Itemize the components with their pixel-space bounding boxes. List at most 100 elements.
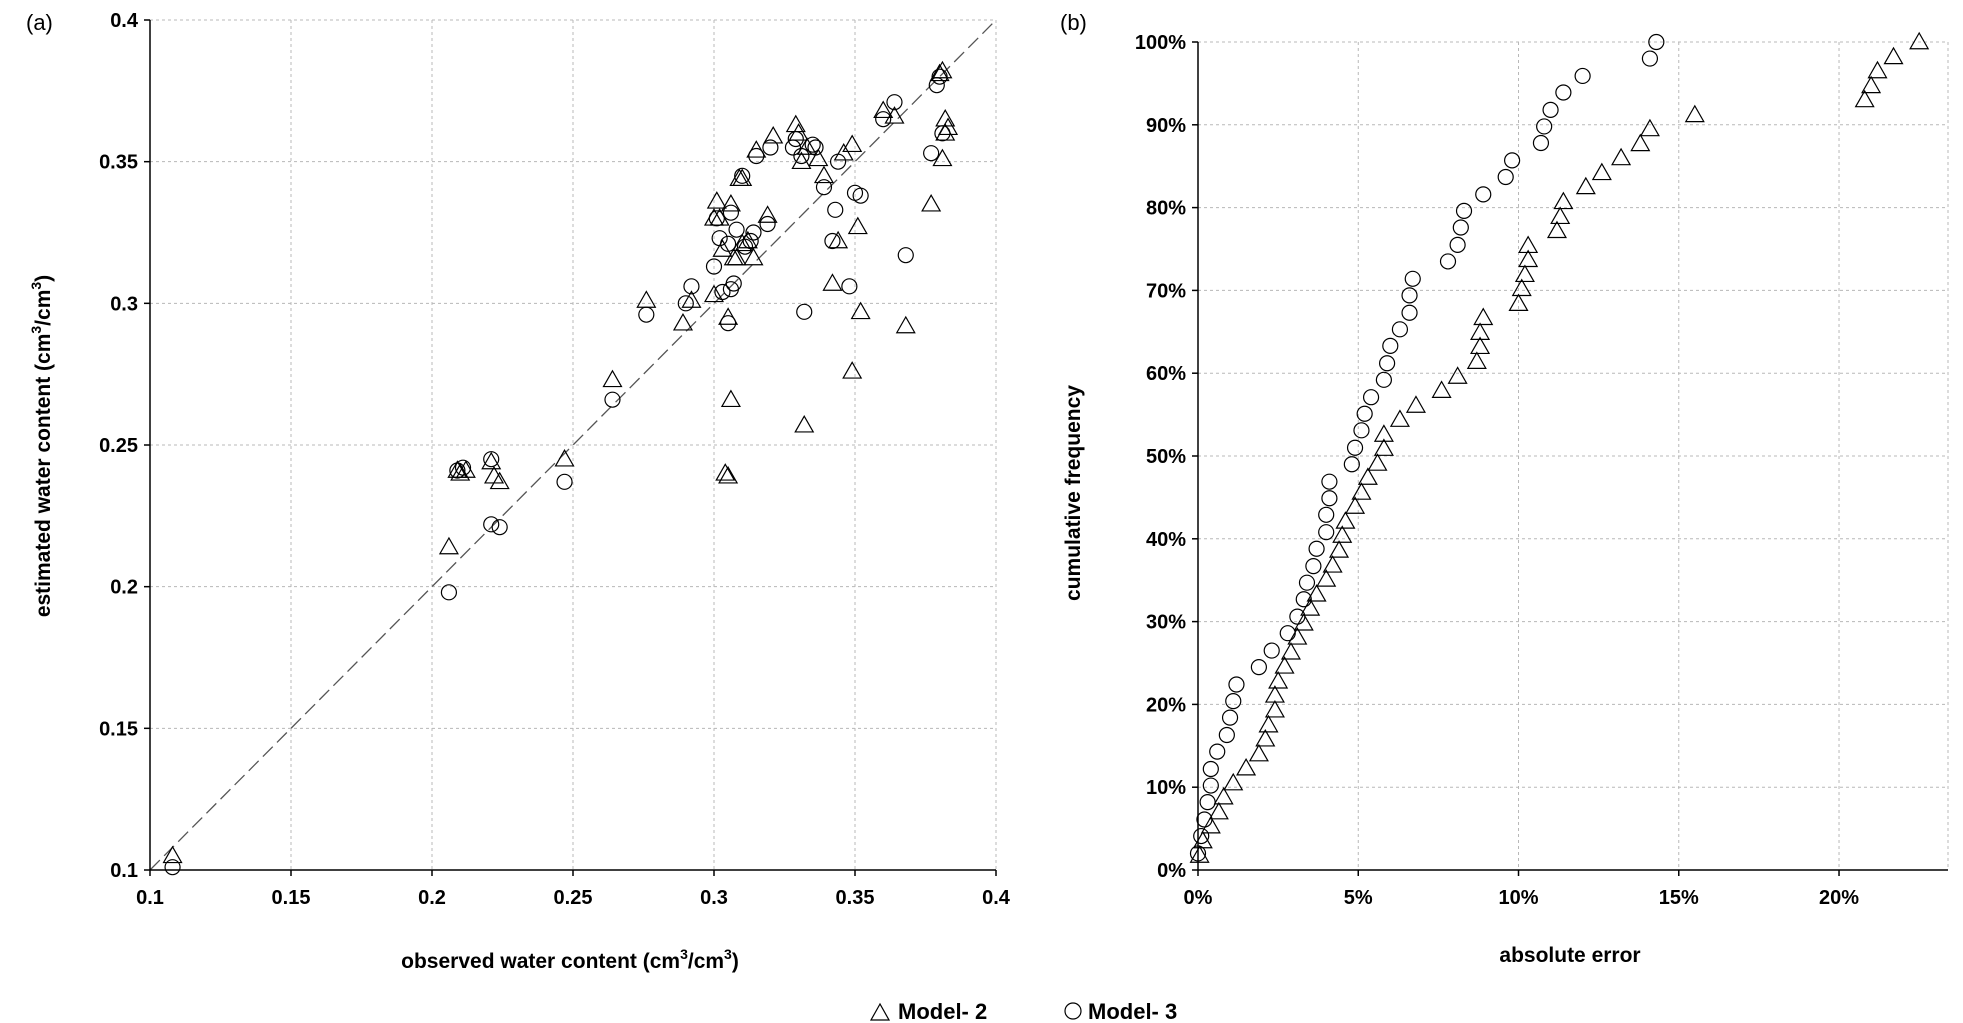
data-point-circle — [1289, 608, 1306, 625]
data-point-triangle — [1335, 511, 1356, 529]
data-point-triangle — [1274, 656, 1295, 674]
data-point-triangle — [850, 301, 871, 320]
y-tick-label: 60% — [1146, 363, 1186, 385]
data-point-triangle — [712, 239, 733, 257]
data-point-triangle — [791, 151, 812, 170]
data-point-circle — [722, 204, 740, 221]
panel-b-y-tick-labels: 0% 10% 20% 30% 40% 50% 60% 70% 80% 90% 100% — [1135, 32, 1186, 882]
data-point-circle — [1449, 236, 1466, 253]
data-point-circle — [1475, 186, 1492, 203]
x-tick-label: 0.1 — [136, 887, 164, 909]
data-point-triangle — [1300, 598, 1321, 616]
data-point-circle — [440, 584, 458, 601]
data-point-triangle — [1550, 206, 1571, 225]
data-point-triangle — [763, 125, 784, 144]
data-point-triangle — [808, 148, 829, 167]
data-point-triangle — [1328, 540, 1350, 558]
data-point-circle — [1318, 524, 1335, 541]
data-point-triangle — [842, 361, 863, 379]
data-point-triangle — [797, 137, 818, 155]
data-point-triangle — [1255, 728, 1276, 747]
data-point-circle — [1641, 50, 1659, 67]
data-point-circle — [683, 278, 700, 295]
data-point-triangle — [1280, 642, 1301, 660]
data-point-circle — [708, 210, 725, 227]
data-point-triangle — [842, 134, 863, 153]
data-point-circle — [1382, 337, 1399, 354]
y-tick-label: 40% — [1146, 529, 1186, 551]
data-point-circle — [923, 145, 940, 162]
data-point-triangle — [1511, 278, 1532, 297]
data-point-circle — [1648, 33, 1665, 51]
panel-a-y-axis-title: estimated water content (cm3/cm3) — [28, 275, 55, 617]
data-point-circle — [1263, 642, 1280, 659]
data-point-circle — [829, 153, 847, 170]
data-point-circle — [934, 125, 951, 142]
data-point-circle — [1221, 709, 1239, 726]
data-point-circle — [1295, 591, 1312, 608]
data-point-circle — [736, 238, 754, 255]
data-point-triangle — [921, 193, 942, 212]
data-point-circle — [1308, 540, 1325, 557]
data-point-triangle — [715, 463, 736, 481]
data-point-triangle — [1357, 467, 1378, 485]
y-tick-label: 0.25 — [99, 435, 138, 457]
data-point-circle — [1353, 422, 1370, 439]
data-point-circle — [796, 303, 813, 320]
y-tick-label: 20% — [1146, 694, 1186, 716]
panel-b: (b) 0% 5% 10% 15% 20% 0% 10% 20% 30% 40% 50% 60% 70… — [1060, 10, 1949, 967]
legend-label-model-2: Model- 2 — [898, 999, 987, 1023]
series-model-3 — [164, 68, 951, 876]
data-point-circle — [1455, 202, 1473, 220]
panel-b-label: (b) — [1060, 10, 1087, 35]
data-point-triangle — [794, 414, 815, 433]
data-point-triangle — [1389, 409, 1410, 427]
panel-a-y-tick-labels: 0.1 0.15 0.2 0.25 0.3 0.35 0.4 — [99, 10, 139, 882]
data-point-triangle — [438, 536, 459, 555]
data-point-circle — [1404, 270, 1421, 287]
data-point-triangle — [554, 448, 575, 467]
y-tick-label: 30% — [1146, 612, 1186, 634]
data-point-circle — [556, 473, 573, 490]
series-model-2 — [162, 60, 959, 864]
data-point-circle — [841, 278, 858, 295]
data-point-circle — [827, 201, 844, 218]
data-point-circle — [1321, 473, 1338, 490]
data-point-circle — [815, 179, 833, 196]
data-point-triangle — [847, 216, 868, 235]
x-tick-label: 0.2 — [418, 887, 446, 909]
y-tick-label: 0% — [1157, 860, 1186, 882]
data-point-circle — [1305, 558, 1322, 575]
y-tick-label: 0.2 — [110, 577, 138, 599]
data-point-circle — [1362, 389, 1380, 406]
data-point-circle — [1279, 625, 1296, 642]
data-point-triangle — [720, 389, 741, 408]
data-point-circle — [897, 247, 914, 264]
panel-b-marks — [1189, 31, 1930, 863]
data-point-triangle — [672, 312, 694, 331]
y-tick-label: 80% — [1146, 198, 1186, 220]
data-point-circle — [1250, 659, 1267, 676]
data-point-circle — [1452, 219, 1469, 236]
data-point-circle — [762, 139, 779, 156]
data-point-triangle — [833, 142, 854, 161]
data-point-triangle — [1575, 176, 1596, 195]
data-point-circle — [1189, 845, 1207, 862]
panel-a-axes — [144, 19, 997, 876]
data-point-circle — [1321, 490, 1338, 507]
data-point-circle — [705, 258, 723, 275]
data-point-circle — [734, 167, 751, 184]
data-point-circle — [1202, 777, 1219, 794]
y-tick-label: 70% — [1146, 280, 1186, 302]
data-point-circle — [748, 147, 765, 165]
data-point-triangle — [1431, 380, 1452, 398]
x-tick-label: 5% — [1344, 887, 1373, 909]
x-tick-label: 0% — [1184, 887, 1213, 909]
data-point-triangle — [895, 315, 916, 334]
data-point-triangle — [1470, 322, 1491, 340]
data-point-circle — [677, 295, 694, 312]
x-tick-label: 15% — [1659, 887, 1699, 909]
data-point-circle — [824, 232, 841, 250]
y-tick-label: 0.3 — [110, 293, 138, 315]
